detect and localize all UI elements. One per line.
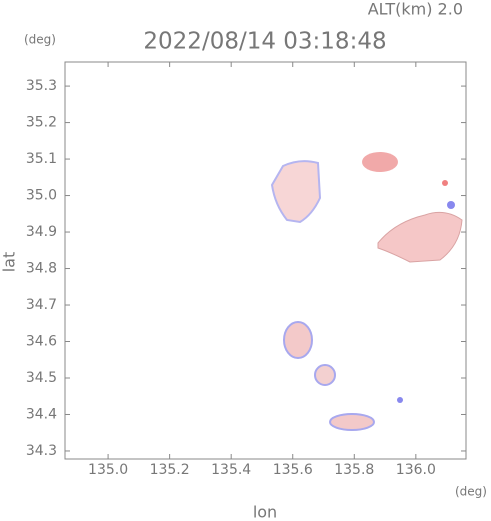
echo [447, 201, 455, 209]
x-tick-label: 135.0 [88, 462, 128, 478]
x-unit: (deg) [455, 485, 487, 499]
echo [442, 180, 448, 186]
y-tick-label: 35.2 [26, 115, 57, 131]
x-tick-label: 135.2 [150, 462, 190, 478]
chart-title: 2022/08/14 03:18:48 [143, 29, 386, 55]
y-tick-label: 35.0 [26, 188, 57, 204]
y-tick-label: 34.9 [26, 224, 57, 240]
y-tick-label: 34.3 [26, 443, 57, 459]
plot-frame [64, 61, 467, 460]
echo [270, 160, 322, 224]
echo [329, 413, 375, 431]
x-tick-label: 136.0 [396, 462, 436, 478]
x-tick-label: 135.8 [334, 462, 374, 478]
y-tick-label: 34.8 [26, 261, 57, 277]
y-tick-label: 34.6 [26, 334, 57, 350]
echo [362, 152, 398, 172]
echo [397, 397, 403, 403]
y-tick-label: 34.7 [26, 297, 57, 313]
y-tick-label: 35.1 [26, 151, 57, 167]
echo [377, 211, 463, 263]
echo [314, 364, 336, 386]
x-tick-label: 135.4 [211, 462, 251, 478]
x-tick-label: 135.6 [273, 462, 313, 478]
y-unit: (deg) [24, 33, 56, 47]
y-tick-label: 34.5 [26, 370, 57, 386]
x-axis-label: lon [253, 503, 277, 521]
altitude-label: ALT(km) 2.0 [368, 0, 463, 19]
y-axis-label: lat [0, 252, 19, 273]
y-tick-label: 35.3 [26, 78, 57, 94]
y-tick-label: 34.4 [26, 406, 57, 422]
radar-echoes [270, 152, 463, 431]
echo [283, 321, 313, 359]
